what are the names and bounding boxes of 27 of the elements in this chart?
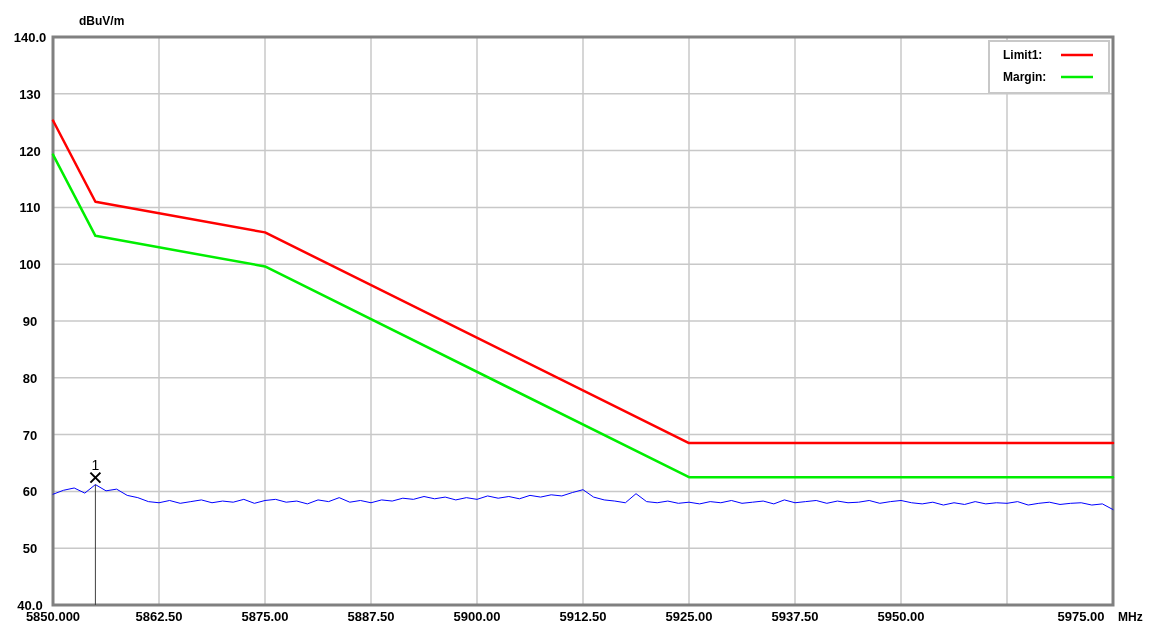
- line-series: [52, 484, 1114, 511]
- y-tick-label: 90: [22, 314, 38, 329]
- x-tick-label: 5912.50: [559, 609, 607, 624]
- x-tick-label: 5950.00: [877, 609, 925, 624]
- legend-label: Margin:: [1003, 70, 1047, 84]
- y-tick-label: 50: [22, 541, 38, 557]
- x-tick-label: 5875.00: [241, 609, 289, 624]
- y-tick-label: 140.0: [13, 30, 47, 45]
- y-tick-label: 110: [19, 200, 41, 216]
- x-axis-title: MHz: [1118, 610, 1143, 624]
- line-series: [51, 153, 1115, 479]
- y-tick-label: 70: [22, 427, 38, 443]
- x-tick-label: 5975.00: [1057, 609, 1105, 624]
- x-tick-label: 5900.00: [453, 609, 501, 624]
- y-tick-label: 60: [22, 484, 38, 500]
- y-tick-label: 80: [22, 370, 38, 386]
- x-tick-label: 5925.00: [665, 609, 713, 624]
- annotation: 1: [91, 456, 100, 473]
- y-axis-title: dBuV/m: [79, 14, 125, 28]
- legend-label: Limit1:: [1003, 48, 1043, 62]
- y-tick-label: 120: [19, 143, 41, 159]
- x-tick-label: 5862.50: [135, 609, 183, 624]
- y-tick-label: 100: [19, 257, 41, 273]
- y-tick-label: 130: [19, 86, 41, 102]
- x-tick-label: 5887.50: [347, 609, 395, 624]
- line-series: [51, 119, 1115, 445]
- x-tick-label: 5937.50: [771, 609, 819, 624]
